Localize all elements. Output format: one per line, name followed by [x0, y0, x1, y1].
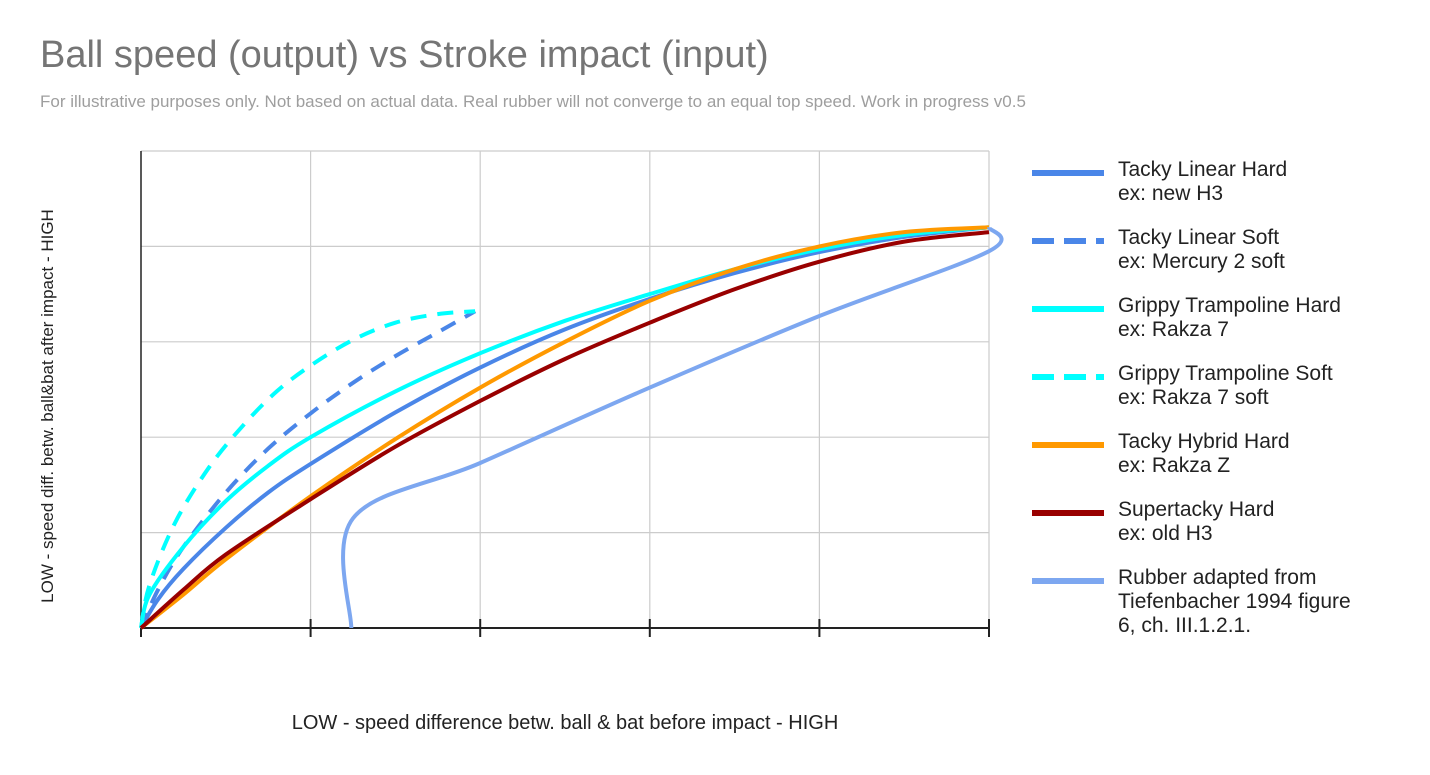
legend-label-line: ex: Rakza Z [1118, 454, 1231, 477]
legend-item: Tacky Hybrid Hard ex: Rakza Z [1032, 430, 1422, 498]
legend-label-line: Grippy Trampoline Soft [1118, 362, 1333, 385]
legend-item: Grippy Trampoline Hard ex: Rakza 7 [1032, 294, 1422, 362]
legend-label-line: 6, ch. III.1.2.1. [1118, 614, 1252, 637]
legend-label: Grippy Trampoline Soft ex: Rakza 7 soft [1118, 362, 1333, 410]
y-axis-label: LOW - speed diff. betw. ball&bat after i… [38, 209, 57, 603]
series-line-tacky-linear-soft [139, 309, 477, 629]
legend-label: Grippy Trampoline Hard ex: Rakza 7 [1118, 294, 1341, 342]
legend-swatch [1032, 306, 1104, 312]
legend-item: Supertacky Hard ex: old H3 [1032, 498, 1422, 566]
legend-label-line: Tacky Linear Soft [1118, 226, 1280, 249]
legend-label: Tacky Linear Hard ex: new H3 [1118, 158, 1287, 206]
legend-item: Rubber adapted from Tiefenbacher 1994 fig… [1032, 566, 1422, 637]
legend: Tacky Linear Hard ex: new H3 Tacky Linear … [1032, 158, 1422, 637]
legend-label-line: Grippy Trampoline Hard [1118, 294, 1341, 317]
legend-swatch [1032, 442, 1104, 448]
series-line-grippy-trampoline-soft [139, 309, 476, 629]
legend-label-line: Tacky Linear Hard [1118, 158, 1288, 181]
legend-label: Tacky Hybrid Hard ex: Rakza Z [1118, 430, 1290, 478]
legend-label-line: ex: new H3 [1118, 182, 1224, 205]
legend-swatch [1032, 374, 1104, 380]
chart-title: Ball speed (output) vs Stroke impact (in… [40, 34, 769, 76]
legend-label: Rubber adapted from Tiefenbacher 1994 fig… [1118, 566, 1351, 638]
legend-label: Tacky Linear Soft ex: Mercury 2 soft [1118, 226, 1285, 274]
series-line-tacky-linear-hard [139, 225, 990, 630]
legend-label-line: Tiefenbacher 1994 figure [1118, 590, 1351, 613]
series-line-supertacky-hard [139, 230, 990, 630]
series-line-grippy-trampoline-hard [139, 225, 990, 629]
series-line-rubber-adapted-from [341, 226, 1004, 629]
series-line-tacky-hybrid-hard [139, 225, 990, 630]
legend-label-line: ex: Rakza 7 soft [1118, 386, 1269, 409]
legend-item: Tacky Linear Soft ex: Mercury 2 soft [1032, 226, 1422, 294]
chart-subtitle: For illustrative purposes only. Not base… [40, 92, 1026, 111]
legend-swatch [1032, 510, 1104, 516]
legend-swatch [1032, 170, 1104, 176]
legend-label-line: ex: Mercury 2 soft [1118, 250, 1285, 273]
legend-label-line: Supertacky Hard [1118, 498, 1275, 521]
legend-label-line: ex: Rakza 7 [1118, 318, 1229, 341]
legend-label-line: Rubber adapted from [1118, 566, 1317, 589]
legend-label: Supertacky Hard ex: old H3 [1118, 498, 1274, 546]
legend-item: Tacky Linear Hard ex: new H3 [1032, 158, 1422, 226]
legend-item: Grippy Trampoline Soft ex: Rakza 7 soft [1032, 362, 1422, 430]
legend-swatch [1032, 578, 1104, 584]
legend-swatch [1032, 238, 1104, 244]
legend-label-line: ex: old H3 [1118, 522, 1213, 545]
legend-label-line: Tacky Hybrid Hard [1118, 430, 1290, 453]
x-axis-label: LOW - speed difference betw. ball & bat … [291, 712, 839, 734]
